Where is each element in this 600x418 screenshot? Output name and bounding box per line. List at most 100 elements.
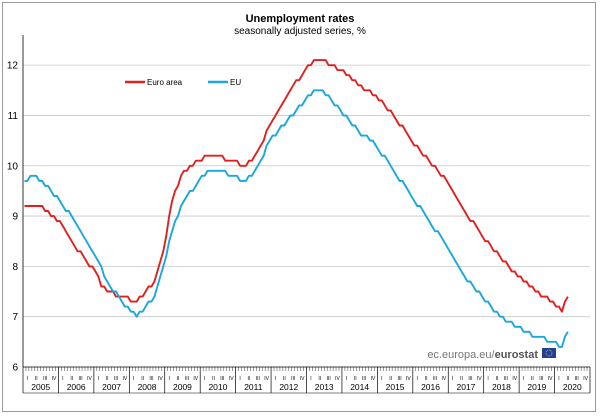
unemployment-line-chart: Unemployment rates seasonally adjusted s… — [7, 13, 591, 394]
quarter-label: I — [275, 376, 276, 382]
quarter-label: II — [141, 376, 144, 382]
quarter-label: I — [381, 376, 382, 382]
source-brand: eurostat — [495, 349, 539, 361]
quarter-label: III — [149, 376, 153, 382]
chart-frame: Unemployment rates seasonally adjusted s… — [2, 2, 596, 412]
quarter-label: III — [433, 376, 437, 382]
quarter-label: III — [114, 376, 118, 382]
quarter-label: II — [496, 376, 499, 382]
quarter-label: IV — [158, 376, 163, 382]
quarter-label: II — [531, 376, 534, 382]
quarter-label: I — [417, 376, 418, 382]
quarter-label: III — [79, 376, 83, 382]
y-tick-label: 8 — [12, 262, 18, 273]
quarter-label: IV — [512, 376, 517, 382]
series-lines — [24, 59, 569, 348]
series-line-euro-area — [24, 59, 569, 313]
quarter-label: II — [248, 376, 251, 382]
year-label: 2006 — [67, 382, 86, 392]
quarter-label: I — [204, 376, 205, 382]
source-credit: ec.europa.eu/eurostat — [427, 348, 556, 361]
eu-stars-icon — [545, 349, 553, 357]
year-label: 2005 — [31, 382, 50, 392]
quarter-label: I — [310, 376, 311, 382]
year-label: 2010 — [208, 382, 227, 392]
quarter-label: II — [460, 376, 463, 382]
quarter-label: II — [389, 376, 392, 382]
quarter-label: IV — [548, 376, 553, 382]
year-label: 2013 — [315, 382, 334, 392]
quarter-label: III — [327, 376, 331, 382]
year-label: 2008 — [138, 382, 157, 392]
y-tick-label: 12 — [7, 61, 19, 72]
quarter-label: III — [539, 376, 543, 382]
y-tick-label: 7 — [12, 312, 18, 323]
quarter-label: IV — [123, 376, 128, 382]
year-label: 2017 — [457, 382, 476, 392]
quarter-label: II — [318, 376, 321, 382]
quarter-label: IV — [229, 376, 234, 382]
year-label: 2015 — [386, 382, 405, 392]
quarter-label: III — [397, 376, 401, 382]
eu-flag-icon — [542, 348, 556, 358]
quarter-label: I — [133, 376, 134, 382]
quarter-label: III — [575, 376, 579, 382]
quarter-label: II — [283, 376, 286, 382]
quarter-label: II — [106, 376, 109, 382]
quarter-label: II — [354, 376, 357, 382]
quarter-label: IV — [406, 376, 411, 382]
quarter-label: II — [212, 376, 215, 382]
series-line-eu — [24, 89, 569, 348]
quarter-label: IV — [87, 376, 92, 382]
quarter-label: I — [346, 376, 347, 382]
quarter-label: IV — [583, 376, 588, 382]
year-label: 2018 — [492, 382, 511, 392]
year-label: 2009 — [173, 382, 192, 392]
quarter-label: I — [523, 376, 524, 382]
quarter-label: III — [43, 376, 47, 382]
quarter-label: IV — [371, 376, 376, 382]
y-tick-label: 6 — [12, 363, 18, 374]
quarter-label: IV — [193, 376, 198, 382]
quarter-label: IV — [264, 376, 269, 382]
quarter-label: I — [62, 376, 63, 382]
grid-lines — [23, 64, 590, 318]
source-prefix: ec.europa.eu/ — [427, 349, 495, 361]
y-tick-label: 11 — [8, 111, 19, 122]
quarter-label: II — [177, 376, 180, 382]
quarter-label: III — [220, 376, 224, 382]
quarter-label: IV — [52, 376, 57, 382]
y-axis: 6 7 8 9 10 11 12 — [7, 35, 24, 374]
quarter-label: IV — [335, 376, 340, 382]
svg-text:ec.europa.eu/eurostat: ec.europa.eu/eurostat — [427, 349, 538, 361]
year-label: 2007 — [102, 382, 121, 392]
legend-label-eu: EU — [230, 78, 241, 87]
quarter-label: I — [168, 376, 169, 382]
year-label: 2012 — [279, 382, 298, 392]
year-label: 2011 — [244, 382, 263, 392]
quarter-label: I — [239, 376, 240, 382]
quarter-label: I — [487, 376, 488, 382]
quarter-label: II — [35, 376, 38, 382]
quarter-label: IV — [477, 376, 482, 382]
quarter-label: III — [468, 376, 472, 382]
quarter-label: II — [70, 376, 73, 382]
year-label: 2014 — [350, 382, 369, 392]
year-label: 2016 — [421, 382, 440, 392]
quarter-label: III — [291, 376, 295, 382]
legend-label-euro-area: Euro area — [147, 78, 183, 87]
quarter-label: II — [566, 376, 569, 382]
y-tick-label: 10 — [7, 161, 19, 172]
year-label: 2019 — [527, 382, 546, 392]
y-tick-label: 9 — [12, 212, 18, 223]
legend: Euro area EU — [125, 78, 241, 87]
chart-subtitle: seasonally adjusted series, % — [234, 26, 366, 37]
chart-title: Unemployment rates — [246, 13, 355, 25]
year-label: 2020 — [563, 382, 582, 392]
quarter-label: III — [185, 376, 189, 382]
quarter-label: III — [256, 376, 260, 382]
quarter-label: IV — [441, 376, 446, 382]
quarter-label: III — [362, 376, 366, 382]
quarter-label: I — [452, 376, 453, 382]
